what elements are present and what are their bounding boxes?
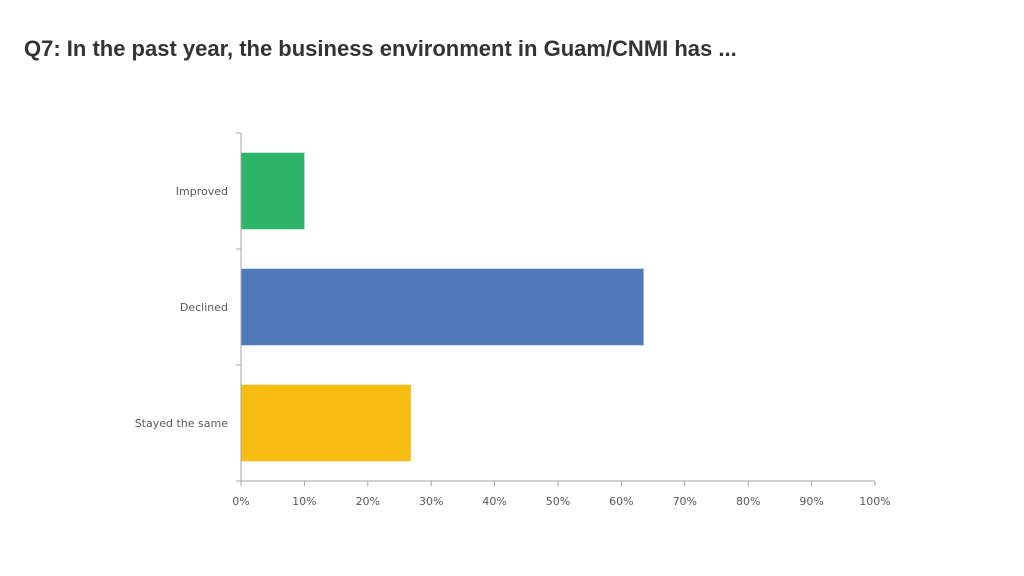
x-tick-label: 10% — [292, 495, 316, 508]
bar-improved — [241, 152, 305, 230]
x-tick-label: 0% — [232, 495, 249, 508]
slide-title: Q7: In the past year, the business envir… — [24, 36, 737, 61]
x-tick-label: 30% — [419, 495, 443, 508]
x-tick-label: 60% — [609, 495, 633, 508]
y-axis — [236, 132, 242, 482]
x-tick-label: 90% — [799, 495, 823, 508]
x-tick-label: 20% — [356, 495, 380, 508]
bar-stayed-the-same — [241, 384, 411, 462]
category-label-improved: Improved — [176, 185, 228, 198]
bar-declined — [241, 268, 644, 346]
category-label-declined: Declined — [180, 301, 228, 314]
bars — [241, 152, 644, 462]
x-tick-label: 100% — [859, 495, 890, 508]
category-label-stayed-the-same: Stayed the same — [135, 417, 229, 430]
x-axis: 0% 10% 20% 30% 40% 50% 60% 70% 80% 90% 100% — [232, 480, 891, 508]
category-labels: Improved Declined Stayed the same — [135, 185, 229, 430]
x-tick-label: 40% — [482, 495, 506, 508]
x-tick-label: 50% — [546, 495, 570, 508]
x-tick-label: 80% — [736, 495, 760, 508]
x-tick-label: 70% — [673, 495, 697, 508]
